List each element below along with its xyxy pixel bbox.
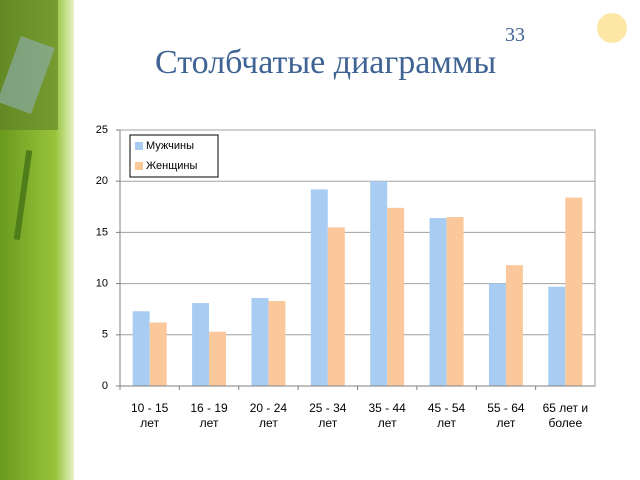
legend-swatch <box>135 162 143 170</box>
decor-circle <box>597 13 627 43</box>
y-tick-label: 5 <box>102 329 108 341</box>
x-tick-label: 10 - 15 лет <box>131 401 169 430</box>
page-number: 33 <box>505 24 525 46</box>
y-tick-label: 20 <box>96 175 108 187</box>
slide-title: Столбчатые диаграммы <box>155 44 497 81</box>
bar <box>488 283 506 386</box>
x-tick-label: 45 - 54 лет <box>427 401 466 430</box>
bar <box>548 286 566 386</box>
x-tick-label: 35 - 44 лет <box>368 401 406 430</box>
y-tick-label: 15 <box>96 226 108 238</box>
bar <box>149 322 167 386</box>
legend-box <box>129 134 219 178</box>
marks: 0 5 10 15 20 25 Мужчины Женщины <box>96 124 595 392</box>
x-tick-label: 65 лет и более <box>542 401 589 430</box>
x-tick-label: 16 - 19 лет <box>190 401 228 430</box>
decor-shape <box>0 35 55 115</box>
bar <box>370 181 388 386</box>
bar <box>565 197 583 386</box>
bar <box>387 207 405 386</box>
decor-line <box>13 150 33 240</box>
x-tick-label: 20 - 24 лет <box>249 401 288 430</box>
legend-swatch <box>135 142 143 150</box>
y-tick-label: 10 <box>96 278 108 290</box>
x-tick-label: 25 - 34 лет <box>309 401 347 430</box>
bar <box>192 303 210 386</box>
bar <box>446 217 464 386</box>
bar <box>310 189 328 386</box>
bar <box>209 331 227 386</box>
y-tick-label: 25 <box>96 124 108 136</box>
bar <box>251 297 269 386</box>
y-tick-label: 0 <box>102 380 108 392</box>
bar <box>505 265 523 386</box>
bar <box>429 218 447 386</box>
bar <box>327 227 345 386</box>
legend-label: Женщины <box>146 160 197 172</box>
bar <box>132 311 150 386</box>
bar <box>268 301 286 386</box>
legend-label: Мужчины <box>146 140 194 152</box>
x-tick-label: 55 - 64 лет <box>487 401 525 430</box>
